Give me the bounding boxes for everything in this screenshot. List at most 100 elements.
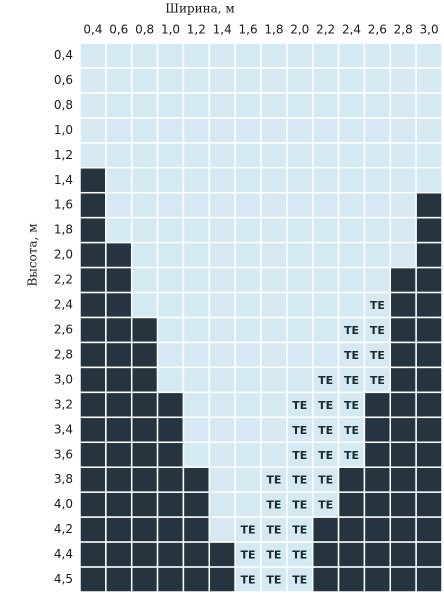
cell <box>79 92 107 119</box>
cell <box>208 391 236 419</box>
cell <box>311 216 340 244</box>
column-label: 1,0 <box>161 23 180 37</box>
cell <box>389 142 417 169</box>
cell <box>363 491 392 518</box>
cell <box>130 391 159 419</box>
cell <box>79 191 107 219</box>
cell-label: TE <box>344 374 359 387</box>
cell <box>234 266 262 294</box>
column-label: 3,0 <box>420 23 439 37</box>
cell <box>311 316 340 344</box>
cell <box>182 341 211 369</box>
cell-label: TE <box>292 499 307 512</box>
cell <box>105 416 133 444</box>
cell <box>130 67 159 94</box>
cell <box>105 42 133 69</box>
column-label: 2,4 <box>342 23 361 37</box>
row-label: 1,8 <box>54 223 73 237</box>
cell <box>234 366 262 394</box>
cell <box>130 291 159 319</box>
cell <box>363 441 392 468</box>
cell-label: TE <box>344 449 359 462</box>
column-label: 1,8 <box>264 23 283 37</box>
cell <box>182 117 211 144</box>
width-title: Ширина, м <box>165 2 235 16</box>
cell <box>208 117 236 144</box>
cell <box>363 117 392 144</box>
cell <box>337 516 366 543</box>
cell <box>130 117 159 144</box>
cell-label: TE <box>292 449 307 462</box>
cell <box>182 441 211 468</box>
cell <box>415 67 443 94</box>
cell <box>130 142 159 169</box>
cell <box>182 491 211 518</box>
cell <box>389 341 417 369</box>
cell <box>260 241 288 269</box>
cell <box>208 167 236 194</box>
cell <box>363 466 392 493</box>
cell <box>363 566 392 593</box>
cell <box>79 241 107 269</box>
cell <box>105 167 133 194</box>
cell <box>234 291 262 319</box>
cell <box>156 266 185 294</box>
cell <box>208 316 236 344</box>
row-label: 2,6 <box>54 322 73 336</box>
cell <box>234 541 262 568</box>
cell <box>363 416 392 444</box>
cell <box>363 191 392 219</box>
cell <box>389 466 417 493</box>
cell <box>182 216 211 244</box>
cell <box>208 541 236 568</box>
cell <box>389 117 417 144</box>
cell <box>415 266 443 294</box>
cell <box>156 366 185 394</box>
cell <box>234 167 262 194</box>
cell <box>105 391 133 419</box>
cell <box>311 341 340 369</box>
cell <box>79 366 107 394</box>
cell <box>234 441 262 468</box>
column-label: 2,8 <box>394 23 413 37</box>
cell <box>182 316 211 344</box>
cell <box>415 566 443 593</box>
cell <box>415 416 443 444</box>
cell-label: TE <box>292 474 307 487</box>
cell <box>337 216 366 244</box>
cell-label: TE <box>318 449 333 462</box>
cell-label: TE <box>266 574 281 587</box>
cell <box>182 416 211 444</box>
cell <box>363 516 392 543</box>
cell <box>260 366 288 394</box>
cell <box>105 67 133 94</box>
cell <box>286 42 314 69</box>
cell <box>363 216 392 244</box>
cell <box>156 341 185 369</box>
cell <box>182 541 211 568</box>
cell <box>389 491 417 518</box>
column-label: 2,0 <box>290 23 309 37</box>
cell <box>311 466 340 493</box>
cell <box>260 191 288 219</box>
cell <box>130 92 159 119</box>
cell <box>389 416 417 444</box>
cell-label: TE <box>292 424 307 437</box>
cell <box>156 117 185 144</box>
cell <box>130 216 159 244</box>
cell <box>389 92 417 119</box>
cell-label: TE <box>318 424 333 437</box>
cell <box>311 42 340 69</box>
cell-label: TE <box>292 524 307 537</box>
cell <box>389 316 417 344</box>
cell <box>208 191 236 219</box>
row-label: 3,0 <box>54 372 73 386</box>
cell <box>234 92 262 119</box>
cell <box>130 191 159 219</box>
cell <box>130 416 159 444</box>
cell <box>208 291 236 319</box>
cell <box>363 67 392 94</box>
cell <box>260 391 288 419</box>
cell <box>337 142 366 169</box>
